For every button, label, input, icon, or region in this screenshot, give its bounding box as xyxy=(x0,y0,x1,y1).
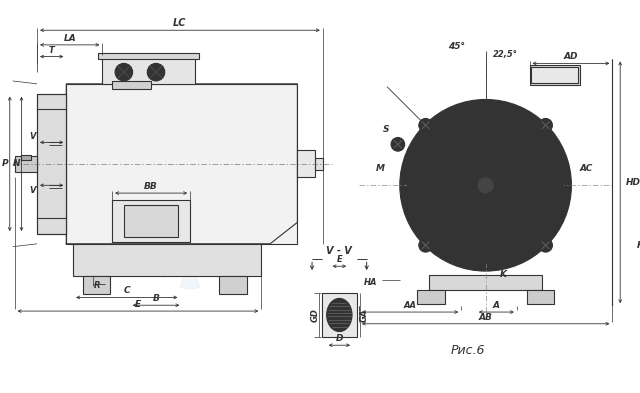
Text: GD: GD xyxy=(310,308,319,322)
Bar xyxy=(529,65,580,85)
Text: T: T xyxy=(49,46,54,55)
Bar xyxy=(15,156,37,172)
Circle shape xyxy=(147,63,164,81)
Text: C: C xyxy=(124,286,130,296)
Circle shape xyxy=(478,178,493,193)
Text: LC: LC xyxy=(173,18,187,28)
Text: GA: GA xyxy=(359,308,368,321)
Text: B: B xyxy=(152,294,159,303)
Text: V - V: V - V xyxy=(326,246,352,255)
Text: AA: AA xyxy=(404,301,417,310)
Bar xyxy=(37,94,67,234)
Text: H: H xyxy=(637,241,640,250)
Circle shape xyxy=(419,118,433,132)
Text: BB: BB xyxy=(144,182,158,191)
Circle shape xyxy=(115,63,132,81)
Circle shape xyxy=(408,107,564,263)
Bar xyxy=(220,276,246,294)
Wedge shape xyxy=(180,252,200,288)
Text: D: D xyxy=(335,334,343,343)
Circle shape xyxy=(429,129,542,242)
Bar xyxy=(315,158,323,170)
Text: AC: AC xyxy=(579,163,593,173)
Text: V: V xyxy=(29,132,35,141)
Bar xyxy=(99,53,199,59)
Text: LA: LA xyxy=(63,34,76,43)
Wedge shape xyxy=(190,226,226,252)
Bar xyxy=(67,84,298,244)
Text: HA: HA xyxy=(364,278,378,287)
Circle shape xyxy=(419,239,433,252)
Text: AB: AB xyxy=(479,313,493,322)
Text: S: S xyxy=(383,125,389,134)
Text: вентол: вентол xyxy=(140,240,241,264)
Bar xyxy=(527,290,554,304)
Circle shape xyxy=(152,68,160,76)
Bar xyxy=(73,244,261,276)
Circle shape xyxy=(466,166,505,205)
Text: HD: HD xyxy=(626,178,640,187)
Text: A: A xyxy=(493,301,500,310)
Bar xyxy=(112,81,151,89)
Circle shape xyxy=(539,239,552,252)
Text: R: R xyxy=(94,281,100,290)
Circle shape xyxy=(539,118,552,132)
Bar xyxy=(112,200,190,242)
Bar xyxy=(429,275,542,290)
Text: E: E xyxy=(337,255,342,264)
Ellipse shape xyxy=(326,298,352,332)
Text: 22,5°: 22,5° xyxy=(493,50,518,59)
Bar xyxy=(298,150,315,178)
Wedge shape xyxy=(190,252,226,278)
Text: N: N xyxy=(13,159,20,168)
Text: V: V xyxy=(29,186,35,195)
Wedge shape xyxy=(154,226,190,252)
Circle shape xyxy=(400,99,572,271)
Text: M: M xyxy=(376,163,385,173)
Polygon shape xyxy=(67,84,298,244)
Text: E: E xyxy=(135,300,141,309)
Wedge shape xyxy=(180,215,200,252)
Text: AD: AD xyxy=(564,52,578,61)
Bar xyxy=(531,67,579,83)
Bar xyxy=(83,276,110,294)
Text: K: K xyxy=(500,270,507,279)
Circle shape xyxy=(120,68,128,76)
Bar xyxy=(102,55,195,84)
Bar xyxy=(22,155,31,160)
Circle shape xyxy=(391,138,404,151)
Wedge shape xyxy=(154,252,190,278)
Bar xyxy=(124,205,179,237)
Text: P: P xyxy=(1,159,8,168)
Text: Рис.6: Рис.6 xyxy=(451,344,485,357)
Bar xyxy=(322,292,357,338)
Bar xyxy=(417,290,445,304)
Text: 45°: 45° xyxy=(448,42,465,51)
